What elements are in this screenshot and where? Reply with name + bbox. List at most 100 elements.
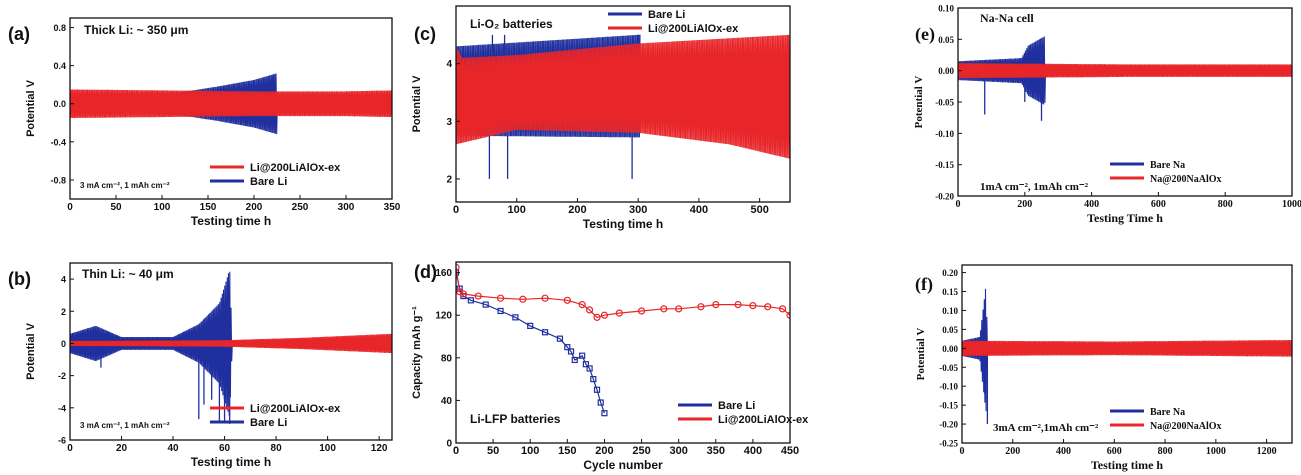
y-tick-label: -0.8 <box>50 175 66 185</box>
x-tick-label: 400 <box>690 204 708 216</box>
data-point <box>578 300 586 309</box>
axes-frame <box>961 264 1293 444</box>
panel-title: Li-LFP batteries <box>470 412 561 426</box>
data-point <box>474 292 482 300</box>
plot-area <box>70 271 392 424</box>
test-condition: 3mA cm⁻²,1mAh cm⁻² <box>993 422 1099 434</box>
y-tick-label: 40 <box>441 396 453 407</box>
panel-b: 0 20 40 60 80 100 120 -6 -4 -2 0 2 4 Testing time h Po… <box>8 262 393 469</box>
panel-label: (a) <box>8 24 30 44</box>
x-axis-label: Testing time h <box>583 217 663 231</box>
x-tick-label: 200 <box>568 204 586 216</box>
data-point <box>512 314 519 321</box>
plot-area <box>962 288 1292 425</box>
y-axis-label: Potential V <box>915 328 927 381</box>
y-tick-label: -0.25 <box>939 439 958 449</box>
legend-entry: Na@200NaAlOx <box>1150 174 1222 185</box>
y-tick-label: 0.4 <box>53 61 66 71</box>
axes-frame <box>455 261 791 444</box>
x-tick-label: 60 <box>219 443 231 454</box>
y-tick-label: -0.10 <box>935 129 954 139</box>
data-point <box>749 302 757 310</box>
y-tick-label: -0.20 <box>939 420 958 430</box>
series-line <box>456 34 790 159</box>
x-tick-label: 600 <box>1107 446 1122 457</box>
series-line <box>456 272 605 414</box>
data-point <box>586 365 593 372</box>
legend-entry: Li@200LiAlOx-ex <box>250 162 341 174</box>
legend-entry: Bare Li <box>648 9 685 21</box>
x-axis-label: Testing time h <box>1091 458 1164 472</box>
x-tick-label: 300 <box>629 204 647 216</box>
legend: Bare Li Li@200LiAlOx-ex <box>608 9 739 35</box>
legend-entry: Na@200NaAlOx <box>1150 421 1222 432</box>
y-tick-label: 2 <box>61 307 66 317</box>
data-point <box>764 303 772 311</box>
axes-frame <box>455 5 791 203</box>
y-axis-label: Potential V <box>25 322 37 380</box>
y-tick-label: 0.10 <box>938 4 954 14</box>
y-tick-label: -2 <box>58 371 66 381</box>
y-tick-label: 0.00 <box>938 66 954 76</box>
legend-entry: Li@200LiAlOx-ex <box>718 414 809 426</box>
series-bare-li <box>456 269 608 417</box>
x-tick-label: 200 <box>246 202 263 213</box>
x-axis-label: Testing Time h <box>1087 211 1163 225</box>
y-tick-label: 3 <box>446 117 452 128</box>
legend: Bare Na Na@200NaAlOx <box>1110 160 1222 185</box>
series-na-200naalox <box>958 63 1292 79</box>
plot-area <box>456 34 790 179</box>
y-tick-label: 0.15 <box>942 287 958 297</box>
y-tick-label: -0.15 <box>939 401 958 411</box>
data-point <box>778 305 787 313</box>
y-tick-label: 0.10 <box>942 306 958 316</box>
legend-entry: Li@200LiAlOx-ex <box>648 23 739 35</box>
x-tick-label: 0 <box>453 204 459 216</box>
legend: Bare Na Na@200NaAlOx <box>1110 407 1222 432</box>
data-point <box>563 296 571 304</box>
panel-title: Thin Li: ~ 40 μm <box>82 267 174 281</box>
data-point <box>600 311 609 319</box>
plot-area <box>456 263 790 417</box>
y-tick-label: 0.0 <box>53 99 66 109</box>
data-point <box>593 313 601 321</box>
series-na-200naalox <box>962 339 1292 357</box>
series-li-200lialox-ex <box>70 333 392 354</box>
series-line <box>70 89 392 119</box>
y-axis-label: Potential V <box>25 79 37 137</box>
x-tick-label: 350 <box>384 202 401 213</box>
x-axis-label: Testing time h <box>191 455 271 469</box>
data-point <box>675 305 683 313</box>
x-tick-label: 100 <box>154 202 171 213</box>
axes-frame <box>69 17 393 200</box>
test-condition: 3 mA cm⁻², 1 mAh cm⁻² <box>80 421 170 430</box>
x-tick-label: 350 <box>707 445 725 457</box>
data-point <box>601 410 608 417</box>
data-point <box>541 329 549 336</box>
data-point <box>496 294 505 302</box>
x-tick-label: 50 <box>110 202 122 213</box>
x-tick-label: 20 <box>116 443 128 454</box>
series-li-200lialox-ex <box>70 89 392 119</box>
x-tick-label: 450 <box>781 445 799 457</box>
data-point <box>497 307 504 315</box>
y-tick-label: 0.00 <box>942 344 958 354</box>
y-axis-label: Potential V <box>411 75 423 133</box>
panel-title: Na-Na cell <box>980 11 1034 25</box>
x-axis-label: Cycle number <box>583 458 663 472</box>
y-tick-label: -6 <box>58 436 66 446</box>
y-tick-label: -0.4 <box>50 137 66 147</box>
panel-label: (e) <box>915 24 935 45</box>
test-condition: 1mA cm⁻², 1mAh cm⁻² <box>980 181 1089 193</box>
panel-label: (f) <box>915 274 933 295</box>
panel-a: 0 50 100 150 200 250 300 350 -0.8 -0.4 0.0 0.4 0.8 Te… <box>8 17 401 228</box>
y-tick-label: 4 <box>61 275 66 285</box>
legend: Li@200LiAlOx-ex Bare Li <box>210 162 341 188</box>
x-tick-label: 800 <box>1218 199 1233 210</box>
x-axis-label: Testing time h <box>191 214 271 228</box>
data-point <box>467 297 474 304</box>
x-tick-label: 400 <box>1084 199 1099 210</box>
series-line <box>70 333 392 354</box>
data-point <box>585 306 594 314</box>
